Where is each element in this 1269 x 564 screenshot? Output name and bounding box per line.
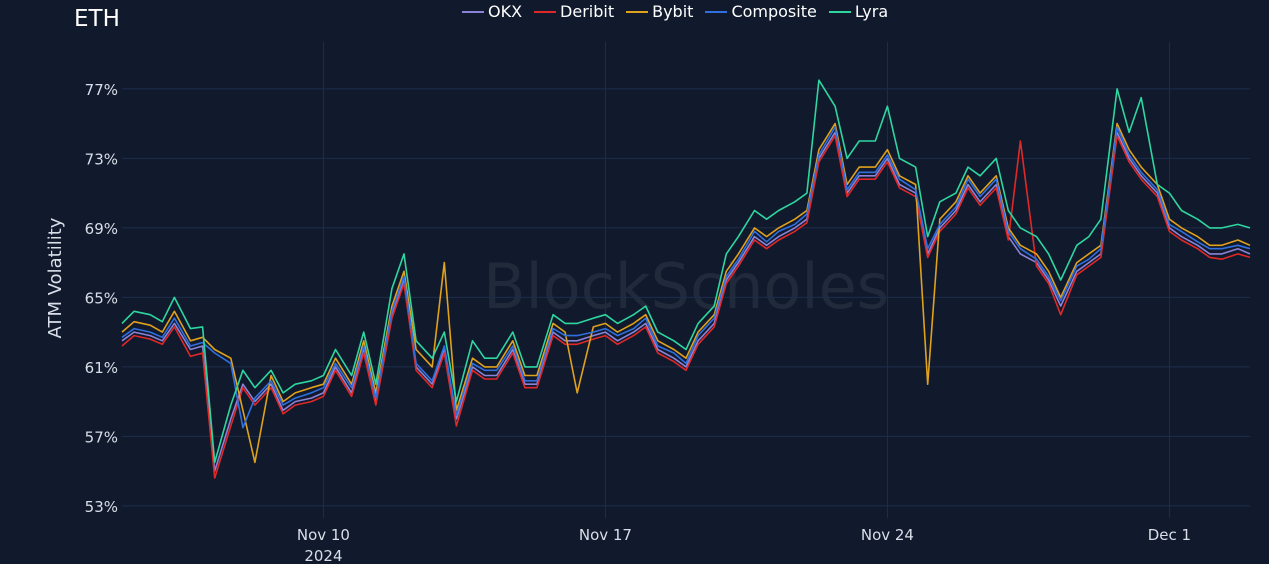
y-axis-title: ATM Volatility bbox=[45, 217, 66, 338]
y-tick-label: 61% bbox=[85, 359, 118, 377]
legend-item-lyra[interactable]: Lyra bbox=[828, 2, 889, 21]
series-line-lyra bbox=[121, 79, 1251, 464]
y-tick-label: 73% bbox=[85, 150, 118, 168]
watermark: BlockScholes bbox=[483, 250, 889, 323]
y-tick-label: 65% bbox=[85, 289, 118, 307]
chart-title: ETH bbox=[74, 6, 120, 32]
y-tick-label: 57% bbox=[85, 428, 118, 446]
legend-swatch-composite bbox=[705, 10, 728, 13]
legend-label-okx: OKX bbox=[488, 2, 523, 21]
x-tick-label: Nov 10 bbox=[297, 526, 350, 544]
legend-item-deribit[interactable]: Deribit bbox=[534, 2, 614, 21]
legend-label-composite: Composite bbox=[731, 2, 817, 21]
legend-swatch-okx bbox=[462, 10, 484, 13]
legend-label-lyra: Lyra bbox=[854, 2, 889, 21]
x-tick-sublabel: 2024 bbox=[304, 547, 342, 564]
x-tick-label: Dec 1 bbox=[1148, 526, 1191, 544]
legend-swatch-deribit bbox=[534, 10, 557, 13]
x-tick-label: Nov 17 bbox=[579, 526, 632, 544]
legend-label-deribit: Deribit bbox=[560, 2, 615, 21]
series-line-okx bbox=[121, 131, 1251, 472]
y-tick-label: 53% bbox=[85, 498, 118, 516]
legend-label-bybit: Bybit bbox=[652, 2, 694, 21]
series-line-deribit bbox=[121, 135, 1251, 479]
legend-item-composite[interactable]: Composite bbox=[705, 2, 817, 21]
legend: OKX Deribit Bybit Composite Lyra bbox=[462, 2, 888, 21]
y-tick-label: 77% bbox=[85, 81, 118, 99]
legend-swatch-bybit bbox=[626, 10, 649, 13]
x-tick-label: Nov 24 bbox=[861, 526, 914, 544]
series-line-composite bbox=[121, 126, 1251, 429]
legend-item-bybit[interactable]: Bybit bbox=[626, 2, 693, 21]
legend-swatch-lyra bbox=[828, 10, 851, 13]
legend-item-okx[interactable]: OKX bbox=[462, 2, 522, 21]
series-line-bybit bbox=[121, 122, 1251, 464]
y-tick-label: 69% bbox=[85, 220, 118, 238]
